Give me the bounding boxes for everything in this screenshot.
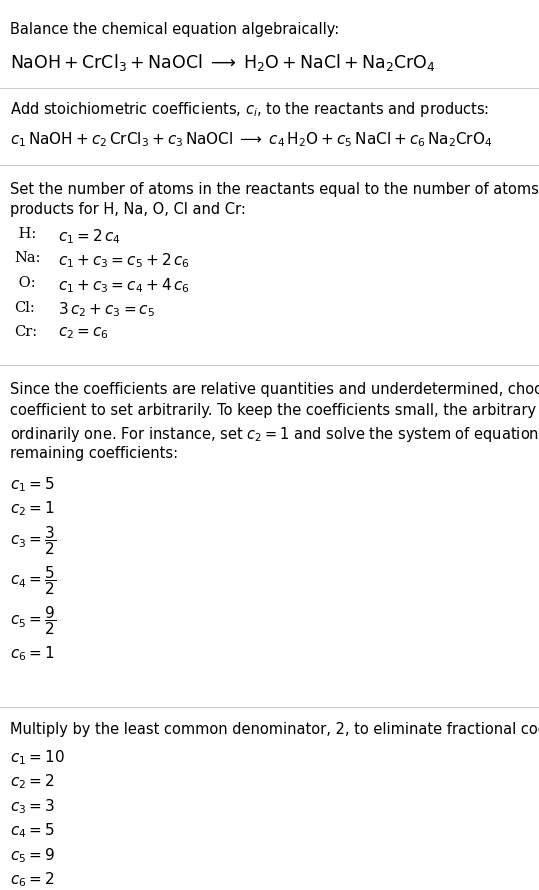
- Text: $c_1 + c_3 = c_5 + 2\,c_6$: $c_1 + c_3 = c_5 + 2\,c_6$: [58, 252, 190, 271]
- Text: Cl:: Cl:: [14, 301, 34, 314]
- Text: $c_4 = 5$: $c_4 = 5$: [10, 821, 54, 840]
- Text: $c_6 = 1$: $c_6 = 1$: [10, 644, 54, 663]
- Text: $c_1 = 2\,c_4$: $c_1 = 2\,c_4$: [58, 227, 121, 246]
- Text: products for H, Na, O, Cl and Cr:: products for H, Na, O, Cl and Cr:: [10, 202, 246, 217]
- Text: $c_5 = \dfrac{9}{2}$: $c_5 = \dfrac{9}{2}$: [10, 604, 56, 636]
- Text: $c_2 = c_6$: $c_2 = c_6$: [58, 325, 109, 341]
- Text: H:: H:: [14, 227, 36, 241]
- Text: ordinarily one. For instance, set $c_2 = 1$ and solve the system of equations fo: ordinarily one. For instance, set $c_2 =…: [10, 425, 539, 444]
- Text: Add stoichiometric coefficients, $c_i$, to the reactants and products:: Add stoichiometric coefficients, $c_i$, …: [10, 100, 489, 119]
- Text: $c_3 = 3$: $c_3 = 3$: [10, 797, 55, 816]
- Text: remaining coefficients:: remaining coefficients:: [10, 447, 178, 462]
- Text: $c_5 = 9$: $c_5 = 9$: [10, 846, 55, 865]
- Text: Set the number of atoms in the reactants equal to the number of atoms in the: Set the number of atoms in the reactants…: [10, 182, 539, 197]
- Text: $c_1 = 10$: $c_1 = 10$: [10, 748, 65, 766]
- Text: Cr:: Cr:: [14, 325, 37, 339]
- Text: O:: O:: [14, 276, 36, 290]
- Text: Na:: Na:: [14, 252, 40, 265]
- Text: $c_1 = 5$: $c_1 = 5$: [10, 475, 54, 494]
- Text: $c_1\,\mathrm{NaOH} + c_2\,\mathrm{CrCl_3} + c_3\,\mathrm{NaOCl}\;\longrightarro: $c_1\,\mathrm{NaOH} + c_2\,\mathrm{CrCl_…: [10, 130, 493, 149]
- Text: $c_4 = \dfrac{5}{2}$: $c_4 = \dfrac{5}{2}$: [10, 564, 56, 597]
- Text: $\mathrm{NaOH + CrCl_3 + NaOCl}\;\longrightarrow\;\mathrm{H_2O + NaCl + Na_2CrO_: $\mathrm{NaOH + CrCl_3 + NaOCl}\;\longri…: [10, 52, 436, 73]
- Text: $c_1 + c_3 = c_4 + 4\,c_6$: $c_1 + c_3 = c_4 + 4\,c_6$: [58, 276, 190, 295]
- Text: coefficient to set arbitrarily. To keep the coefficients small, the arbitrary va: coefficient to set arbitrarily. To keep …: [10, 403, 539, 418]
- Text: $c_2 = 1$: $c_2 = 1$: [10, 499, 54, 518]
- Text: $3\,c_2 + c_3 = c_5$: $3\,c_2 + c_3 = c_5$: [58, 301, 155, 320]
- Text: $c_3 = \dfrac{3}{2}$: $c_3 = \dfrac{3}{2}$: [10, 524, 56, 557]
- Text: Since the coefficients are relative quantities and underdetermined, choose a: Since the coefficients are relative quan…: [10, 382, 539, 397]
- Text: $c_6 = 2$: $c_6 = 2$: [10, 870, 54, 889]
- Text: Balance the chemical equation algebraically:: Balance the chemical equation algebraica…: [10, 22, 339, 37]
- Text: Multiply by the least common denominator, 2, to eliminate fractional coefficient: Multiply by the least common denominator…: [10, 722, 539, 737]
- Text: $c_2 = 2$: $c_2 = 2$: [10, 773, 54, 791]
